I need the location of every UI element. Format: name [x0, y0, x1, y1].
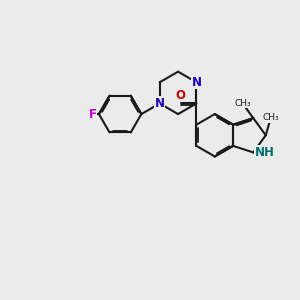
- Text: CH₃: CH₃: [262, 113, 279, 122]
- Text: NH: NH: [255, 146, 274, 159]
- Text: CH₃: CH₃: [234, 99, 251, 108]
- Text: N: N: [155, 97, 165, 110]
- Text: F: F: [88, 108, 97, 121]
- Text: O: O: [176, 89, 185, 102]
- Text: N: N: [191, 76, 201, 89]
